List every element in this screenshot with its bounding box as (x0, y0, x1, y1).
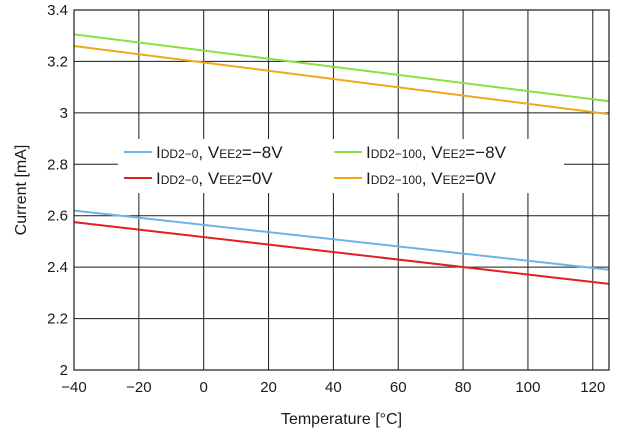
series-line-4 (73, 45, 610, 116)
plot-frame (73, 9, 610, 371)
legend: IDD2−0, VEE2=−8V IDD2−0, VEE2=0V IDD2−100,… (118, 139, 564, 193)
x-tick-label: −20 (126, 379, 151, 396)
series-line-1 (73, 209, 610, 271)
x-tick-label: 20 (260, 379, 277, 396)
x-tick-label: 60 (390, 379, 407, 396)
y-tick-label: 3 (60, 105, 68, 122)
y-tick-labels: 2 2.2 2.4 2.6 2.8 3 3.2 3.4 (47, 2, 68, 379)
y-tick-label: 2.8 (47, 156, 68, 173)
x-tick-label: 40 (325, 379, 342, 396)
x-tick-label: −40 (61, 379, 86, 396)
legend-label: IDD2−100, VEE2=−8V (366, 143, 507, 162)
x-tick-label: 0 (200, 379, 208, 396)
y-tick-label: 3.2 (47, 53, 68, 70)
x-tick-label: 100 (515, 379, 540, 396)
y-tick-label: 3.4 (47, 2, 68, 19)
series-line-3 (73, 33, 610, 103)
x-tick-label: 80 (455, 379, 472, 396)
y-tick-label: 2.4 (47, 259, 68, 276)
y-axis-title: Current [mA] (13, 145, 30, 236)
legend-background (118, 139, 564, 193)
y-tick-label: 2.6 (47, 208, 68, 225)
y-tick-label: 2.2 (47, 311, 68, 328)
legend-label: IDD2−0, VEE2=0V (156, 169, 273, 188)
x-axis-title: Temperature [°C] (281, 411, 402, 428)
x-tick-labels: −40 −20 0 20 40 60 80 100 120 (61, 379, 605, 396)
series-lines (73, 33, 610, 285)
series-line-2 (73, 221, 610, 285)
y-tick-label: 2 (60, 362, 68, 379)
x-tick-label: 120 (580, 379, 605, 396)
legend-label: IDD2−0, VEE2=−8V (156, 143, 283, 162)
legend-label: IDD2−100, VEE2=0V (366, 169, 497, 188)
